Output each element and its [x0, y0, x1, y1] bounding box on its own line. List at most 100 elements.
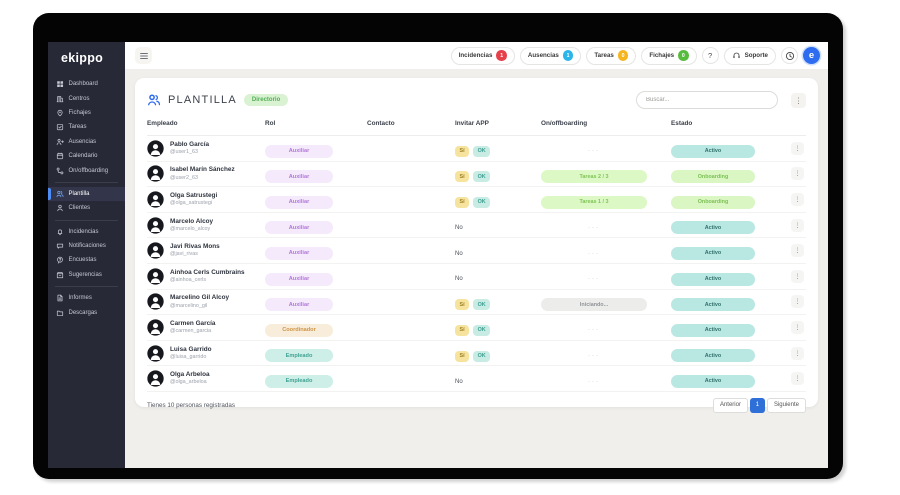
status-badge: Onboarding	[671, 195, 755, 209]
invite-cell: Sí OK	[455, 190, 541, 208]
table-body: Pablo García @user1_63 Auxiliar Sí OK ··· Acti…	[147, 136, 806, 392]
sidebar-item-incidencias[interactable]: Incidencias	[48, 225, 125, 239]
topbar-button-ausencias[interactable]: Ausencias 1	[519, 46, 582, 65]
row-menu-button[interactable]: ⋮	[791, 141, 804, 155]
topbar-button-tareas[interactable]: Tareas 0	[586, 46, 637, 65]
status-badge: Activo	[671, 246, 755, 260]
employee-handle: @carmen_garcia	[170, 328, 212, 335]
clock-button[interactable]	[781, 47, 798, 64]
row-menu-button[interactable]: ⋮	[791, 167, 804, 181]
row-menu-button[interactable]: ⋮	[791, 218, 804, 232]
sidebar: ekippo Dashboard Centros Fichajes Tareas Aus…	[48, 42, 125, 468]
onoffboarding-cell: ···	[541, 216, 671, 234]
actions-cell: ⋮	[789, 372, 806, 386]
sidebar-group: Informes Descargas	[48, 291, 125, 320]
sidebar-item-calendario[interactable]: Calendario	[48, 149, 125, 163]
role-badge: Coordinador	[265, 323, 333, 337]
invite-no-label: No	[455, 250, 463, 257]
onoffboarding-cell: ···	[541, 139, 671, 157]
invite-ok-badge: OK	[473, 324, 491, 336]
topbar-button-label: Tareas	[594, 52, 614, 59]
table-row: Luisa Garrido @luisa_garrido Empleado Sí OK ·…	[147, 341, 806, 367]
sidebar-item-label: Tareas	[68, 124, 87, 131]
sidebar-item-notificaciones[interactable]: Notificaciones	[48, 239, 125, 253]
sidebar-group: Dashboard Centros Fichajes Tareas Ausencias C…	[48, 77, 125, 178]
topbar-button-fichajes[interactable]: Fichajes 0	[641, 46, 697, 65]
column-header-invitar-app: Invitar APP	[455, 120, 489, 127]
employee-identity: Ainhoa Cerls Cumbrains @ainhoa_cerls	[170, 269, 245, 284]
invite-yes-badge: Sí	[455, 196, 470, 208]
sidebar-item-tareas[interactable]: Tareas	[48, 120, 125, 134]
estado-cell: Activo	[671, 293, 789, 312]
table-row: Pablo García @user1_63 Auxiliar Sí OK ··· Acti…	[147, 136, 806, 162]
avatar-icon	[147, 293, 164, 311]
sidebar-item-on-offboarding[interactable]: On/offboarding	[48, 163, 125, 177]
sidebar-item-informes[interactable]: Informes	[48, 291, 125, 305]
row-menu-button[interactable]: ⋮	[791, 346, 804, 360]
descargas-icon	[56, 309, 64, 317]
status-badge: Activo	[671, 298, 755, 312]
row-menu-button[interactable]: ⋮	[791, 269, 804, 283]
role-cell: Auxiliar	[265, 165, 367, 184]
sidebar-item-label: Clientes	[68, 205, 91, 212]
employee-name: Isabel Marín Sánchez	[170, 166, 235, 174]
directorio-badge[interactable]: Directorio	[243, 94, 289, 106]
sidebar-item-encuestas[interactable]: Encuestas	[48, 253, 125, 267]
topbar-button-label: Ausencias	[527, 52, 559, 59]
actions-cell: ⋮	[789, 320, 806, 334]
row-menu-button[interactable]: ⋮	[791, 320, 804, 334]
employee-cell: Javi Rivas Mons @javi_rivas	[147, 242, 265, 259]
column-header-estado: Estado	[671, 120, 693, 127]
search-input[interactable]	[637, 97, 777, 103]
sidebar-item-descargas[interactable]: Descargas	[48, 305, 125, 319]
employee-handle: @marcelino_gil	[170, 302, 208, 309]
pagination-next-button[interactable]: Siguiente	[766, 397, 806, 413]
sidebar-item-clientes[interactable]: Clientes	[48, 201, 125, 215]
hamburger-menu-button[interactable]	[135, 47, 152, 64]
pagination-prev-button[interactable]: Anterior	[712, 397, 748, 413]
table-row: Ainhoa Cerls Cumbrains @ainhoa_cerls Auxil…	[147, 264, 806, 290]
onoffboarding-empty: ···	[588, 378, 600, 385]
calendario-icon	[56, 152, 64, 160]
topbar-button-incidencias[interactable]: Incidencias 1	[450, 46, 515, 65]
card-menu-button[interactable]: ⋮	[791, 92, 806, 108]
sidebar-item-dashboard[interactable]: Dashboard	[48, 77, 125, 91]
sugerencias-icon	[56, 271, 64, 279]
soporte-button[interactable]: Soporte	[723, 46, 776, 65]
user-avatar-button[interactable]: e	[803, 47, 820, 64]
role-cell: Auxiliar	[265, 267, 367, 286]
sidebar-item-label: Fichajes	[68, 109, 91, 116]
row-menu-button[interactable]: ⋮	[791, 192, 804, 206]
role-cell: Empleado	[265, 369, 367, 388]
role-badge: Auxiliar	[265, 170, 333, 184]
sidebar-item-fichajes[interactable]: Fichajes	[48, 106, 125, 120]
onoffboarding-empty: ···	[588, 276, 600, 283]
row-menu-button[interactable]: ⋮	[791, 295, 804, 309]
row-menu-button[interactable]: ⋮	[791, 244, 804, 258]
employee-name: Javi Rivas Mons	[170, 243, 220, 251]
row-menu-button[interactable]: ⋮	[791, 372, 804, 386]
sidebar-item-sugerencias[interactable]: Sugerencias	[48, 268, 125, 282]
incidencias-icon	[56, 228, 64, 236]
employee-cell: Isabel Marín Sánchez @user2_63	[147, 165, 265, 183]
topbar: Incidencias 1 Ausencias 1 Tareas 0 Fichajes 0 ?…	[125, 42, 828, 70]
pagination-current-page[interactable]: 1	[749, 397, 765, 413]
onoffboarding-badge: Tareas 2 / 3	[541, 170, 647, 184]
sidebar-item-ausencias[interactable]: Ausencias	[48, 135, 125, 149]
status-badge: Activo	[671, 374, 755, 388]
onoffboarding-empty: ···	[588, 327, 600, 334]
sidebar-item-label: Sugerencias	[68, 271, 102, 278]
employee-name: Pablo García	[170, 140, 210, 148]
role-badge: Auxiliar	[265, 298, 333, 312]
sidebar-item-plantilla[interactable]: Plantilla	[48, 186, 125, 202]
device-frame: ekippo Dashboard Centros Fichajes Tareas Aus…	[33, 13, 843, 479]
sidebar-item-centros[interactable]: Centros	[48, 91, 125, 105]
help-button[interactable]: ?	[701, 47, 719, 64]
sidebar-group: Incidencias Notificaciones Encuestas Sugere…	[48, 225, 125, 283]
role-badge: Empleado	[265, 349, 333, 363]
invite-cell: Sí OK	[455, 344, 541, 362]
estado-cell: Onboarding	[671, 165, 789, 184]
employee-cell: Olga Satrustegi @olga_satrustegi	[147, 191, 265, 208]
status-badge: Onboarding	[671, 170, 755, 184]
invite-cell: No	[455, 242, 541, 260]
